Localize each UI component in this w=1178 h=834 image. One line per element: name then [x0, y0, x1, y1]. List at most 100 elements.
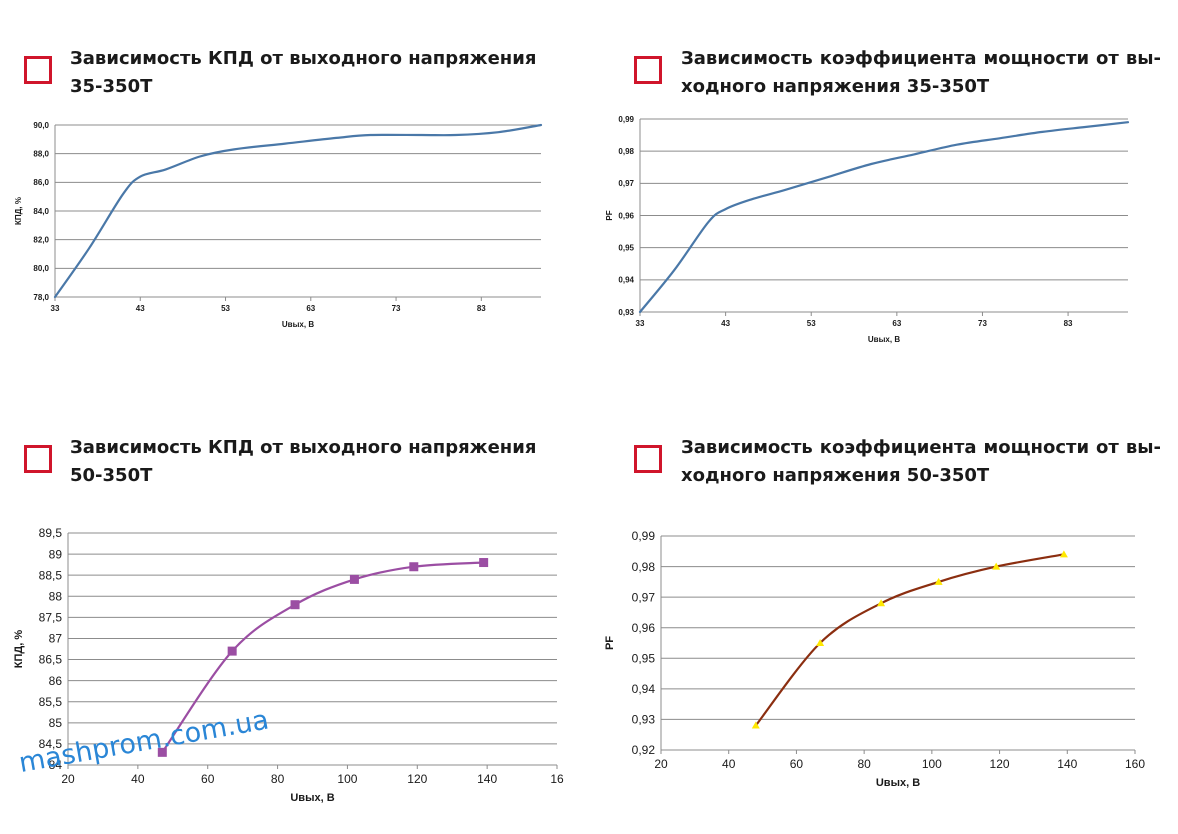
data-point-square-c3 — [409, 562, 419, 572]
data-point-triangle-c4 — [934, 577, 943, 585]
y-tick-label-c2: 0,96 — [618, 211, 634, 220]
panel-title-4: Зависимость коэффициента мощности от вы-… — [681, 434, 1161, 490]
data-point-triangle-c4 — [1059, 550, 1068, 558]
x-axis-label-c4: Uвых, В — [876, 777, 920, 789]
y-tick-label-c2: 0,99 — [618, 115, 634, 124]
y-tick-label-c3: 89,5 — [39, 526, 63, 540]
y-tick-label-c3: 86 — [49, 674, 63, 688]
y-axis-label-c3: КПД, % — [13, 630, 25, 669]
x-tick-label-c4: 40 — [722, 757, 736, 771]
y-tick-label-c1: 88,0 — [33, 149, 49, 158]
panel-title-1: Зависимость КПД от выходного напряжения … — [70, 45, 540, 101]
y-tick-label-c4: 0,93 — [632, 713, 656, 727]
y-tick-label-c2: 0,95 — [618, 243, 634, 252]
panel-title-3-line2: 50-350Т — [70, 465, 153, 486]
y-tick-label-c3: 85,5 — [39, 695, 63, 709]
panel-title-2-line1: Зависимость коэффициента мощности от вы- — [681, 48, 1161, 69]
series-line-c2 — [638, 121, 1130, 314]
panel-title-4-line2: ходного напряжения 50-350Т — [681, 465, 990, 486]
y-tick-label-c4: 0,95 — [632, 651, 656, 665]
x-tick-label-c3: 100 — [337, 772, 357, 786]
y-tick-label-c3: 85 — [49, 716, 63, 730]
data-point-square-c3 — [290, 600, 300, 610]
x-tick-label-c3: 120 — [407, 772, 427, 786]
y-axis-label-c1: КПД, % — [14, 197, 23, 225]
y-tick-label-c4: 0,96 — [632, 621, 656, 635]
y-tick-label-c2: 0,93 — [618, 308, 634, 317]
y-tick-label-c3: 87 — [49, 632, 63, 646]
y-tick-label-c2: 0,94 — [618, 276, 634, 285]
y-tick-label-c4: 0,94 — [632, 682, 656, 696]
x-tick-label-c1: 43 — [136, 304, 145, 313]
x-tick-label-c2: 63 — [892, 319, 901, 328]
x-tick-label-c4: 80 — [857, 757, 871, 771]
x-tick-label-c3: 80 — [271, 772, 285, 786]
y-tick-label-c3: 86,5 — [39, 653, 63, 667]
y-tick-label-c3: 87,5 — [39, 611, 63, 625]
data-point-square-c3 — [479, 558, 489, 568]
y-tick-label-c1: 80,0 — [33, 264, 49, 273]
series-line-c4 — [754, 553, 1065, 727]
y-tick-label-c4: 0,99 — [632, 529, 656, 543]
title-marker-2 — [634, 56, 662, 84]
x-axis-label-c1: Uвых, В — [282, 320, 314, 329]
panel-title-1-line1: Зависимость КПД от выходного напряжения — [70, 48, 537, 69]
x-tick-label-c3: 20 — [61, 772, 75, 786]
y-tick-label-c1: 86,0 — [33, 178, 49, 187]
y-tick-label-c4: 0,92 — [632, 743, 656, 757]
data-point-square-c3 — [227, 646, 237, 656]
y-tick-label-c4: 0,97 — [632, 590, 656, 604]
x-tick-label-c2: 53 — [807, 319, 816, 328]
x-tick-label-c3: 40 — [131, 772, 145, 786]
x-tick-label-c4: 20 — [654, 757, 668, 771]
y-tick-label-c4: 0,98 — [632, 560, 656, 574]
x-tick-label-c2: 33 — [636, 319, 645, 328]
y-tick-label-c2: 0,97 — [618, 179, 634, 188]
data-point-triangle-c4 — [751, 721, 760, 729]
panel-title-2: Зависимость коэффициента мощности от вы-… — [681, 45, 1161, 101]
y-tick-label-c3: 88 — [49, 589, 63, 603]
x-tick-label-c1: 73 — [392, 304, 401, 313]
y-tick-label-c3: 84,5 — [39, 737, 63, 751]
y-axis-label-c4: PF — [604, 636, 616, 650]
y-tick-label-c1: 82,0 — [33, 235, 49, 244]
data-point-triangle-c4 — [992, 562, 1001, 570]
x-tick-label-c2: 73 — [978, 319, 987, 328]
data-point-square-c3 — [157, 747, 167, 757]
x-axis-label-c2: Uвых, В — [868, 335, 900, 344]
x-tick-label-c4: 160 — [1125, 757, 1145, 771]
title-marker-4 — [634, 445, 662, 473]
x-tick-label-c3: 16 — [550, 772, 564, 786]
title-marker-1 — [24, 56, 52, 84]
y-tick-label-c2: 0,98 — [618, 147, 634, 156]
x-tick-label-c4: 100 — [922, 757, 942, 771]
x-tick-label-c3: 140 — [477, 772, 497, 786]
x-tick-label-c4: 60 — [790, 757, 804, 771]
x-axis-label-c3: Uвых, В — [290, 792, 334, 804]
x-tick-label-c3: 60 — [201, 772, 215, 786]
panel-title-3-line1: Зависимость КПД от выходного напряжения — [70, 437, 537, 458]
x-tick-label-c1: 83 — [477, 304, 486, 313]
x-tick-label-c2: 83 — [1064, 319, 1073, 328]
panel-title-4-line1: Зависимость коэффициента мощности от вы- — [681, 437, 1161, 458]
panel-title-2-line2: ходного напряжения 35-350Т — [681, 76, 990, 97]
x-tick-label-c4: 140 — [1057, 757, 1077, 771]
x-tick-label-c2: 43 — [721, 319, 730, 328]
y-axis-label-c2: PF — [605, 210, 614, 220]
y-tick-label-c1: 78,0 — [33, 293, 49, 302]
x-tick-label-c4: 120 — [990, 757, 1010, 771]
x-tick-label-c1: 53 — [221, 304, 230, 313]
y-tick-label-c3: 88,5 — [39, 568, 63, 582]
data-point-triangle-c4 — [816, 639, 825, 646]
data-point-square-c3 — [349, 574, 359, 584]
title-marker-3 — [24, 445, 52, 473]
x-tick-label-c1: 33 — [51, 304, 60, 313]
y-tick-label-c3: 89 — [49, 547, 63, 561]
y-tick-label-c1: 84,0 — [33, 207, 49, 216]
y-tick-label-c3: 84 — [49, 758, 63, 772]
panel-title-1-line2: 35-350Т — [70, 76, 153, 97]
series-line-c1 — [53, 123, 543, 299]
panel-title-3: Зависимость КПД от выходного напряжения … — [70, 434, 540, 490]
x-tick-label-c1: 63 — [306, 304, 315, 313]
